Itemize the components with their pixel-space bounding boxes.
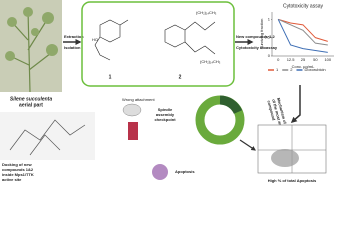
legend-label: 1 [276,67,279,72]
docking-text: compounds 1&2 [2,167,34,172]
kinase [128,122,138,140]
structure-2 [164,21,216,55]
y-axis-label: Surviving fraction [259,19,264,50]
x-tick-label: 25 [301,57,306,62]
x-tick-label: 100 [324,57,331,62]
x-tick-label: 12.5 [287,57,296,62]
arrow [290,85,301,123]
series-line [278,18,328,42]
plant-name: Silene succulenta [10,96,52,102]
y-tick-label: 1 [268,16,271,21]
compound-label: 1 [109,74,112,80]
chain: (CH₂)₁₄CH₃ [196,10,217,15]
series-line [277,19,328,53]
arrow [239,139,256,151]
flow-cloud [271,149,299,167]
chart-title: Cytotoxicity assay [283,3,324,9]
plant-stems [7,9,56,93]
result-text: High % of total Apoptosis [268,178,317,183]
plant-leaves [5,7,58,61]
x-tick-label: 0 [277,57,280,62]
step-extraction: Extraction [64,34,84,39]
step-isolation: Isolation [64,45,81,50]
docking-image [0,112,95,160]
label: Wrong attachment [122,97,155,102]
label: Apoptosis [175,169,195,174]
cell-cycle-phase [219,95,243,115]
legend-label: Doxorubicin [304,67,325,72]
step-bioassay: Cytotoxicity bioassay [236,45,278,50]
docking-text: active site [2,177,22,182]
series-line [277,18,328,46]
graphical-abstract: Silene succulenta aerial part Extraction… [0,0,334,183]
step-new-compounds: New compounds 1,2 [236,34,275,39]
x-tick-label: 50 [313,57,318,62]
y-tick-label: 0.5 [264,35,270,40]
plant-part: aerial part [19,102,43,108]
docking-molecule [9,119,86,156]
docking-text: Docking of new [2,162,32,167]
y-tick-label: 0 [268,53,271,58]
mechanism-text: compound [266,100,276,122]
compound-label: 2 [179,74,182,80]
legend-label: 2 [290,67,293,72]
apoptotic-cell [152,164,168,180]
structure-1 [94,19,129,61]
docking-text: inside Mps1/TTK [2,172,34,177]
x-axis-label: Conc. µg/mL [292,64,316,69]
label: assembly [156,112,175,117]
chain: (CH₂)₁₄CH₃ [200,59,221,64]
structures-box [81,1,235,87]
hydroxyl: HO [92,37,98,42]
label: Spindle [158,107,173,112]
label: checkpoint [154,117,176,122]
cell [122,103,142,117]
